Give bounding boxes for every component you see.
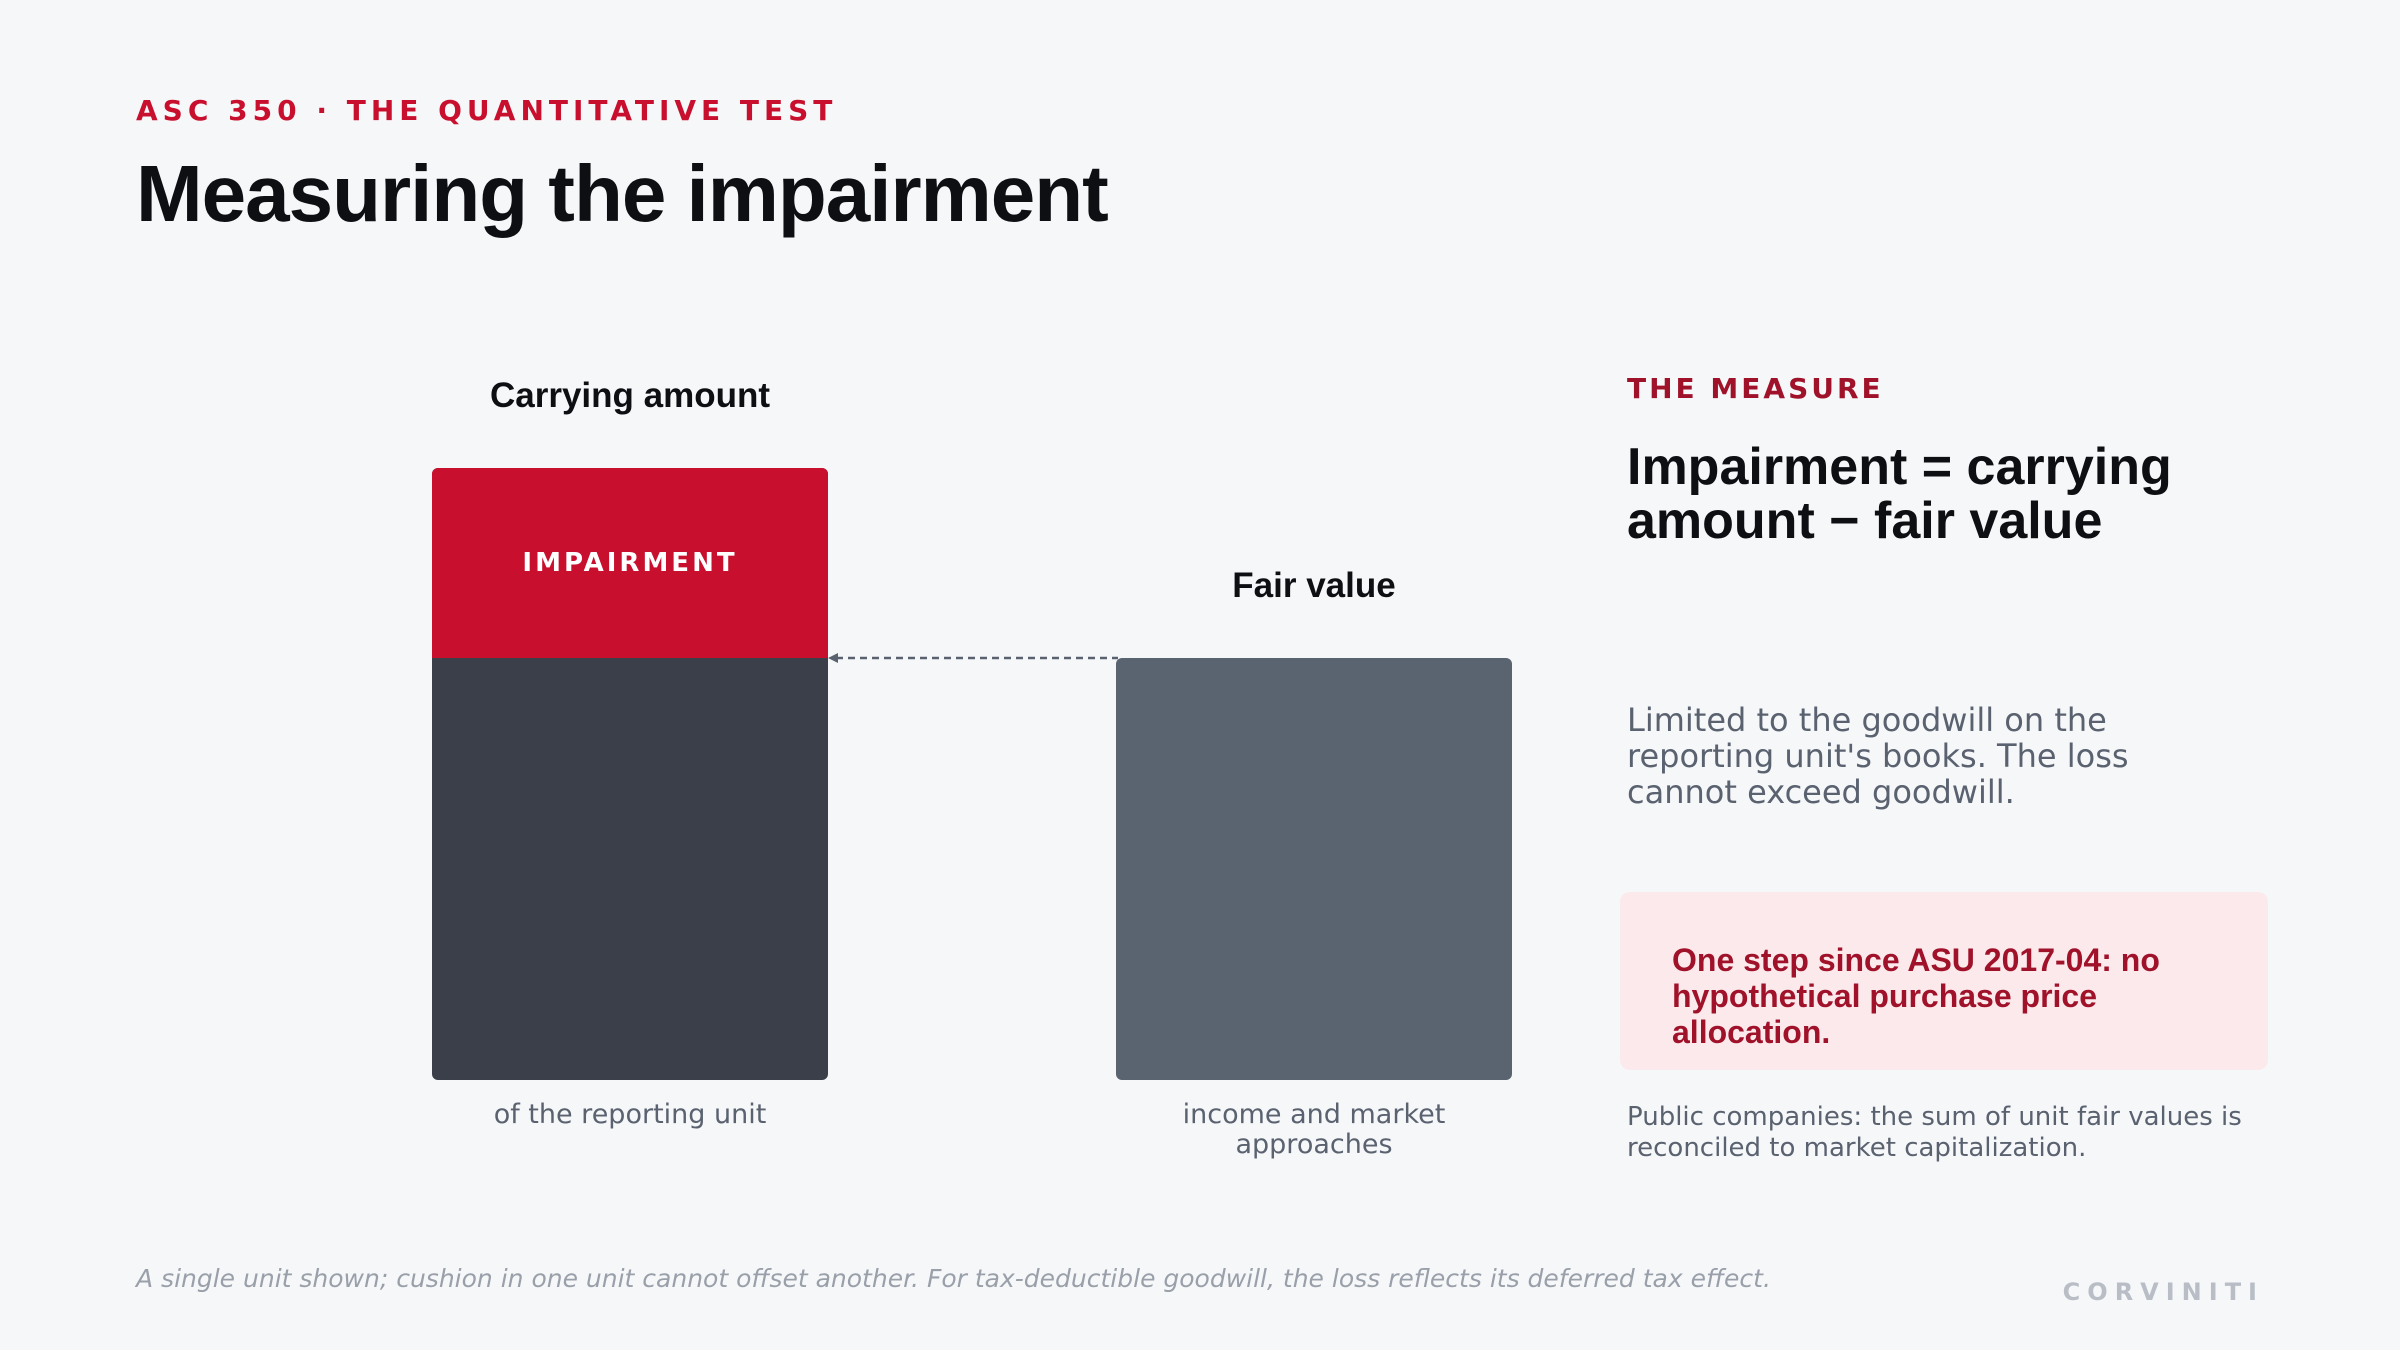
formula-line2: amount − fair value: [1627, 492, 2103, 550]
fair-value-caption: income and market approaches: [1116, 1100, 1512, 1160]
callout-text: One step since ASU 2017-04: no hypotheti…: [1672, 942, 2252, 1050]
measure-formula: Impairment = carrying amount − fair valu…: [1627, 440, 2227, 548]
section-eyebrow: ASC 350 · THE QUANTITATIVE TEST: [136, 94, 838, 127]
fair-value-caption-line1: income and market: [1182, 1099, 1446, 1130]
brand-logo-text: CORVINITI: [2062, 1278, 2264, 1306]
public-companies-note: Public companies: the sum of unit fair v…: [1627, 1102, 2242, 1163]
callout-line2: hypothetical purchase price allocation.: [1672, 978, 2098, 1050]
carrying-amount-caption: of the reporting unit: [493, 1099, 767, 1130]
page-title: Measuring the impairment: [136, 149, 1109, 238]
fair-value-connector-arrow: [828, 653, 1118, 663]
carrying-amount-bar: IMPAIRMENT: [432, 468, 828, 1080]
impairment-label: IMPAIRMENT: [522, 548, 738, 578]
formula-line1: Impairment = carrying: [1627, 438, 2172, 496]
carrying-amount-heading: Carrying amount: [489, 376, 771, 415]
fair-value-caption-line2: approaches: [1235, 1129, 1393, 1160]
footnote: A single unit shown; cushion in one unit…: [136, 1264, 1771, 1293]
fair-value-heading: Fair value: [1232, 566, 1396, 605]
measure-eyebrow: THE MEASURE: [1627, 372, 1884, 405]
impairment-segment: IMPAIRMENT: [432, 468, 828, 658]
measure-description: Limited to the goodwill on the reporting…: [1627, 701, 2129, 811]
callout-line1: One step since ASU 2017-04: no: [1672, 942, 2160, 978]
asu-callout: One step since ASU 2017-04: no hypotheti…: [1620, 892, 2268, 1070]
fair-value-bar: [1116, 658, 1512, 1080]
